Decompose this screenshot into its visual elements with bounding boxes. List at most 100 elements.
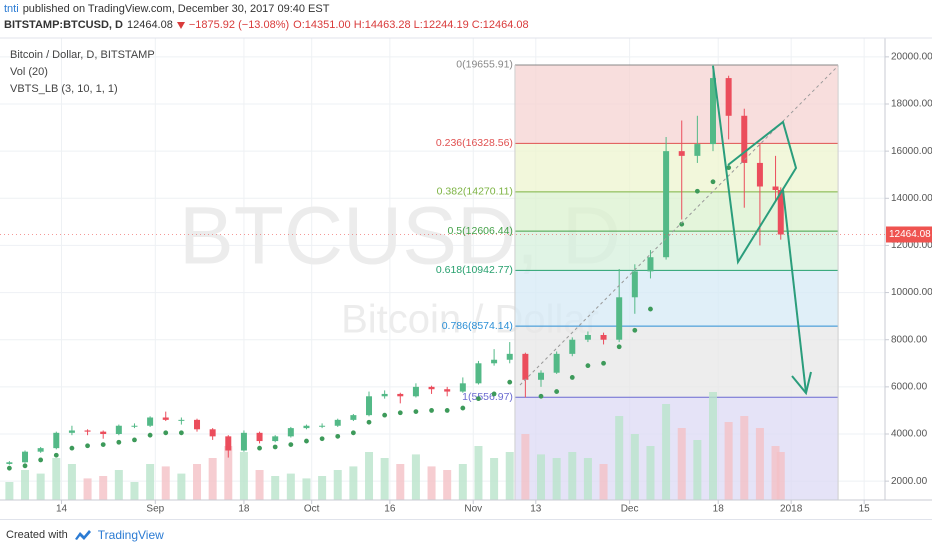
indicator-dot	[694, 188, 700, 194]
candle-body	[663, 151, 670, 258]
pattern-drawing	[712, 65, 798, 265]
candle-body	[287, 428, 294, 437]
indicator-dot	[304, 438, 309, 444]
x-tick-label: 14	[56, 504, 68, 515]
arrow-head	[791, 371, 812, 396]
candle-body	[240, 432, 247, 451]
candle-body	[37, 448, 44, 452]
y-tick-label: 10000.00	[891, 287, 932, 298]
volume-bar	[36, 473, 45, 500]
y-tick-label: 4000.00	[891, 429, 928, 440]
indicator-dot	[382, 412, 388, 418]
candle-body	[710, 78, 717, 145]
indicator-dot	[726, 165, 732, 171]
volume-bar	[318, 476, 327, 500]
fib-band	[514, 191, 839, 232]
candle-body	[694, 144, 701, 156]
change: −1875.92 (−13.08%)	[188, 19, 290, 31]
volume-bar	[458, 464, 467, 500]
candle-body	[538, 372, 545, 380]
candle-body	[162, 417, 169, 420]
candle-body	[397, 393, 404, 397]
candle-body	[678, 151, 685, 156]
volume-bar	[21, 470, 30, 500]
volume-bar	[443, 470, 452, 500]
volume-bar	[349, 466, 358, 500]
volume-bar	[302, 478, 311, 500]
fib-label: 0.236(16328.56)	[436, 137, 513, 149]
y-tick-label: 2000.00	[891, 476, 928, 487]
volume-bar	[724, 422, 733, 500]
fib-band	[514, 143, 839, 192]
candle-body	[777, 190, 784, 235]
candle-body	[100, 431, 107, 434]
volume-bar	[83, 478, 92, 500]
indicator-dot	[163, 430, 169, 436]
x-tick-label: Sep	[146, 504, 164, 515]
candle-body	[569, 339, 576, 354]
volume-bar	[52, 458, 61, 500]
indicator-dot	[53, 452, 59, 458]
candle-body	[381, 393, 388, 397]
volume-bar	[599, 464, 608, 500]
indicator-dot	[429, 408, 434, 413]
candle-body	[584, 335, 591, 340]
volume-bar	[5, 482, 14, 500]
volume-bar	[709, 392, 718, 500]
indicator-dot	[100, 442, 106, 448]
volume-bar	[333, 470, 342, 500]
last-price-box	[886, 226, 932, 243]
indicator-dot	[6, 465, 12, 471]
published: published on TradingView.com, December 3…	[22, 3, 330, 15]
candle-body	[741, 115, 748, 163]
indicator-dot	[335, 433, 341, 439]
author[interactable]: tnti	[4, 3, 19, 15]
fib-band	[514, 231, 839, 271]
arrow-shaft	[782, 189, 807, 394]
legend-entry: Vol (20)	[10, 66, 48, 78]
indicator-dot	[710, 179, 716, 185]
logo	[74, 530, 91, 540]
drawings	[519, 65, 839, 396]
candle-body	[756, 162, 763, 187]
indicator-dot	[397, 410, 403, 416]
candle-body	[631, 271, 638, 298]
volume-bar	[583, 458, 592, 500]
volume-bar	[646, 446, 655, 500]
footer: Created with TradingView	[0, 519, 932, 550]
indicator-dot	[476, 396, 481, 402]
candle-body	[22, 451, 29, 463]
volume-bar	[755, 428, 764, 500]
candle-body	[68, 430, 75, 433]
candle-body	[459, 383, 466, 392]
candle-body	[350, 415, 357, 420]
ohlc: O:14351.00 H:14463.28 L:12244.19 C:12464…	[293, 19, 529, 31]
fib-label: 0.786(8574.14)	[442, 320, 513, 332]
indicator-dot	[413, 409, 419, 415]
candle-body	[444, 389, 451, 392]
fib-layer: 0(19655.91) 0.236(16328.56) 0.382(14270.11…	[436, 59, 839, 500]
volume-bar	[537, 454, 546, 500]
fib-band	[514, 326, 839, 398]
candle-body	[506, 353, 513, 360]
legend: Bitcoin / Dollar, D, BITSTAMP Vol (20) VBT…	[10, 49, 155, 95]
symbol: BITSTAMP:BTCUSD, D	[4, 19, 123, 31]
y-tick-label: 18000.00	[891, 99, 932, 110]
candle-body	[772, 186, 779, 191]
volume-bar	[224, 446, 233, 500]
indicator-dot	[132, 437, 137, 443]
indicator-dot	[22, 463, 28, 469]
axis-layer: 2000.00 4000.00 6000.00 8000.00 10000.00 1200…	[0, 37, 932, 515]
volume-bar	[161, 466, 170, 500]
indicator-dot	[679, 221, 685, 227]
candle-body	[412, 386, 419, 397]
volume-bar	[427, 466, 436, 500]
volume-bar	[474, 446, 483, 500]
candle-body	[147, 417, 154, 426]
brand[interactable]: TradingView	[97, 528, 164, 542]
candle-body	[616, 297, 623, 340]
volume-bar	[521, 434, 530, 500]
candle-body	[115, 425, 122, 434]
